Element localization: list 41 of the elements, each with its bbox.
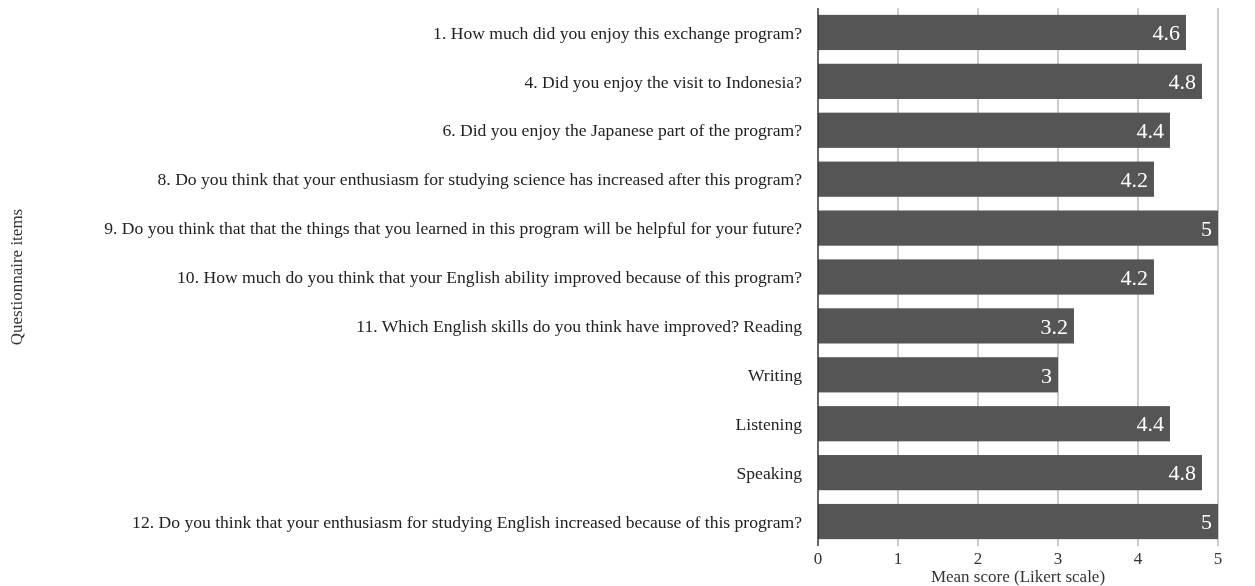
x-tick-label: 0 xyxy=(813,549,823,568)
data-label: 5 xyxy=(1201,509,1212,535)
x-axis-title: Mean score (Likert scale) xyxy=(930,567,1106,586)
x-tick-label: 2 xyxy=(973,549,983,568)
data-label: 4.2 xyxy=(1120,166,1148,192)
y-tick-label: 8. Do you think that your enthusiasm for studying science has increased after this program? xyxy=(157,169,803,190)
x-tick-label: 5 xyxy=(1213,549,1223,568)
bar xyxy=(818,14,1186,51)
y-tick-label: Writing xyxy=(747,364,803,385)
y-tick-label: Speaking xyxy=(736,462,803,483)
x-tick-label: 4 xyxy=(1133,549,1143,568)
bar xyxy=(818,161,1154,197)
y-tick-label: 11. Which English skills do you think have improved? Reading xyxy=(356,316,803,337)
x-tick-label: 1 xyxy=(893,549,903,568)
data-label: 4.4 xyxy=(1136,117,1164,143)
bar xyxy=(818,308,1074,344)
data-label: 4.2 xyxy=(1120,264,1148,290)
bar xyxy=(818,503,1218,540)
data-label: 3 xyxy=(1041,362,1052,388)
y-axis-title: Questionnaire items xyxy=(7,208,26,346)
bar xyxy=(818,357,1058,393)
y-tick-label: 1. How much did you enjoy this exchange program? xyxy=(433,22,803,43)
y-tick-label: 4. Did you enjoy the visit to Indonesia? xyxy=(524,71,803,92)
y-tick-label: 9. Do you think that that the things that you learned in this program will be helpful for your future? xyxy=(104,218,803,239)
bar xyxy=(818,210,1218,246)
y-tick-label: 12. Do you think that your enthusiasm for studying English increased because of this program? xyxy=(132,511,803,532)
data-label: 4.6 xyxy=(1152,20,1180,46)
data-label: 5 xyxy=(1201,215,1212,241)
bar xyxy=(818,112,1170,148)
bar xyxy=(818,455,1202,491)
bar xyxy=(818,63,1202,99)
y-tick-label: Listening xyxy=(735,413,803,434)
data-label: 4.4 xyxy=(1136,411,1164,437)
x-tick-label: 3 xyxy=(1053,549,1063,568)
bar xyxy=(818,406,1170,442)
data-label: 3.2 xyxy=(1040,313,1068,339)
data-label: 4.8 xyxy=(1168,460,1196,486)
y-tick-label: 10. How much do you think that your English ability improved because of this program? xyxy=(177,267,803,288)
data-label: 4.8 xyxy=(1168,69,1196,95)
bar xyxy=(818,259,1154,295)
y-tick-label: 6. Did you enjoy the Japanese part of the program? xyxy=(442,120,803,141)
